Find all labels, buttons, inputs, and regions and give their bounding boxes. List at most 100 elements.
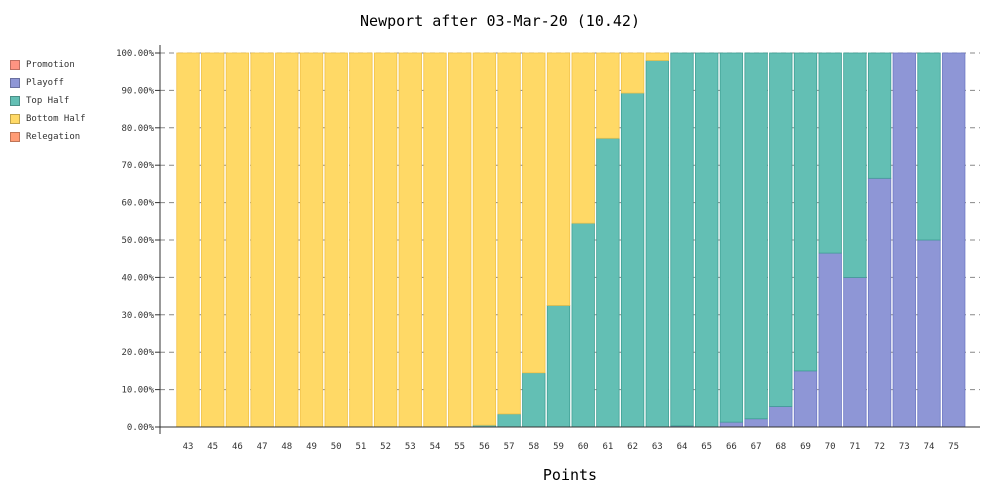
x-tick-label-66: 66	[726, 442, 737, 452]
x-tick-label-74: 74	[924, 442, 935, 452]
y-tick-label: 0.00%	[127, 423, 155, 433]
bar-top-half-68	[769, 52, 793, 407]
bar-bottom-half-49	[299, 52, 324, 428]
x-tick-label-62: 62	[627, 442, 638, 452]
legend-swatch	[10, 78, 20, 88]
x-tick-label-48: 48	[281, 442, 292, 452]
bar-top-half-69	[793, 52, 818, 372]
x-tick-label-69: 69	[800, 442, 811, 452]
x-tick-label-49: 49	[306, 442, 317, 452]
legend: Promotion Playoff Top Half Bottom Half Releg…	[10, 56, 86, 146]
bar-top-half-61	[596, 137, 620, 428]
y-tick-label: 70.00%	[121, 161, 154, 171]
x-tick-label-54: 54	[430, 442, 441, 452]
x-tick-label-46: 46	[232, 442, 243, 452]
legend-item-playoff: Playoff	[10, 74, 86, 92]
bar-bottom-half-61	[596, 52, 620, 139]
bar-playoff-67	[744, 418, 768, 428]
bar-playoff-73	[892, 52, 916, 428]
bar-top-half-65	[695, 52, 719, 428]
bar-bottom-half-46	[225, 52, 250, 428]
bar-top-half-64	[670, 52, 694, 427]
bar-top-half-66	[719, 52, 744, 423]
bar-top-half-59	[546, 305, 571, 428]
bar-bottom-half-50	[324, 52, 348, 428]
y-tick-label: 80.00%	[121, 124, 154, 134]
y-tick-label: 100.00%	[116, 49, 155, 59]
bar-bottom-half-58	[522, 52, 546, 374]
x-tick-label-43: 43	[183, 442, 194, 452]
x-tick-label-56: 56	[479, 442, 490, 452]
bar-bottom-half-59	[546, 52, 571, 306]
y-tick-label: 50.00%	[121, 236, 154, 246]
legend-label: Promotion	[26, 60, 75, 70]
bar-bottom-half-52	[373, 52, 398, 428]
legend-item-relegation: Relegation	[10, 128, 86, 146]
bar-bottom-half-47	[250, 52, 274, 428]
bar-bottom-half-56	[472, 52, 497, 426]
bar-playoff-69	[793, 370, 818, 428]
x-tick-label-68: 68	[775, 442, 786, 452]
bar-bottom-half-51	[349, 52, 373, 428]
bar-playoff-74	[917, 239, 941, 428]
bar-top-half-60	[571, 222, 595, 428]
x-tick-label-57: 57	[504, 442, 515, 452]
bar-bottom-half-54	[423, 52, 447, 428]
x-tick-label-47: 47	[257, 442, 268, 452]
legend-swatch	[10, 96, 20, 106]
y-tick-label: 10.00%	[121, 386, 154, 396]
bar-playoff-72	[867, 177, 892, 428]
x-tick-label-71: 71	[849, 442, 860, 452]
bar-playoff-71	[843, 276, 867, 428]
legend-swatch	[10, 114, 20, 124]
y-tick-label: 90.00%	[121, 86, 154, 96]
x-tick-label-58: 58	[528, 442, 539, 452]
y-tick-label: 40.00%	[121, 273, 154, 283]
x-tick-label-64: 64	[677, 442, 688, 452]
legend-swatch	[10, 132, 20, 142]
bar-bottom-half-57	[497, 52, 521, 415]
legend-label: Playoff	[26, 78, 64, 88]
bar-bottom-half-55	[448, 52, 472, 428]
y-tick-label: 20.00%	[121, 348, 154, 358]
bar-top-half-63	[645, 60, 669, 428]
legend-item-top-half: Top Half	[10, 92, 86, 110]
x-tick-label-45: 45	[207, 442, 218, 452]
bar-playoff-75	[942, 52, 966, 428]
bar-top-half-74	[917, 52, 941, 241]
bar-top-half-57	[497, 413, 521, 428]
bar-bottom-half-63	[645, 52, 669, 61]
bar-top-half-62	[620, 92, 645, 428]
bar-bottom-half-48	[275, 52, 299, 428]
legend-label: Relegation	[26, 132, 81, 142]
bar-top-half-71	[843, 52, 867, 278]
x-tick-label-67: 67	[751, 442, 762, 452]
x-tick-label-51: 51	[355, 442, 366, 452]
bar-bottom-half-43	[176, 52, 200, 428]
legend-label: Top Half	[26, 96, 70, 106]
x-tick-label-72: 72	[874, 442, 885, 452]
legend-item-bottom-half: Bottom Half	[10, 110, 86, 128]
x-tick-label-52: 52	[380, 442, 391, 452]
x-tick-label-63: 63	[652, 442, 663, 452]
x-tick-label-60: 60	[578, 442, 589, 452]
bar-bottom-half-45	[201, 52, 225, 428]
bar-bottom-half-53	[398, 52, 422, 428]
bar-bottom-half-62	[620, 52, 645, 94]
bar-top-half-58	[522, 372, 546, 428]
y-tick-label: 30.00%	[121, 311, 154, 321]
legend-item-promotion: Promotion	[10, 56, 86, 74]
bar-playoff-70	[818, 252, 842, 428]
x-tick-label-55: 55	[454, 442, 465, 452]
x-tick-label-50: 50	[331, 442, 342, 452]
x-tick-label-75: 75	[948, 442, 959, 452]
bar-bottom-half-60	[571, 52, 595, 224]
legend-label: Bottom Half	[26, 114, 86, 124]
bar-top-half-70	[818, 52, 842, 254]
x-tick-label-53: 53	[405, 442, 416, 452]
chart-title: Newport after 03-Mar-20 (10.42)	[360, 12, 640, 30]
x-tick-label-73: 73	[899, 442, 910, 452]
x-tick-label-65: 65	[701, 442, 712, 452]
bar-top-half-67	[744, 52, 768, 420]
